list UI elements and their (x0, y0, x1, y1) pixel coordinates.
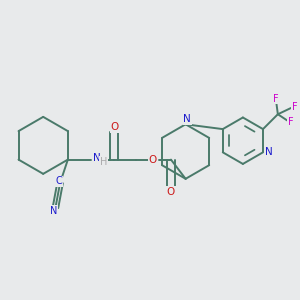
Text: N: N (265, 147, 272, 157)
Text: F: F (274, 94, 279, 104)
Text: C: C (55, 176, 62, 186)
Text: N: N (93, 153, 101, 164)
Text: N: N (50, 206, 58, 216)
Text: F: F (292, 102, 297, 112)
Text: F: F (288, 117, 294, 127)
Text: O: O (110, 122, 118, 132)
Text: H: H (100, 157, 107, 167)
Text: O: O (167, 187, 175, 197)
Text: N: N (183, 114, 191, 124)
Text: O: O (149, 154, 157, 165)
